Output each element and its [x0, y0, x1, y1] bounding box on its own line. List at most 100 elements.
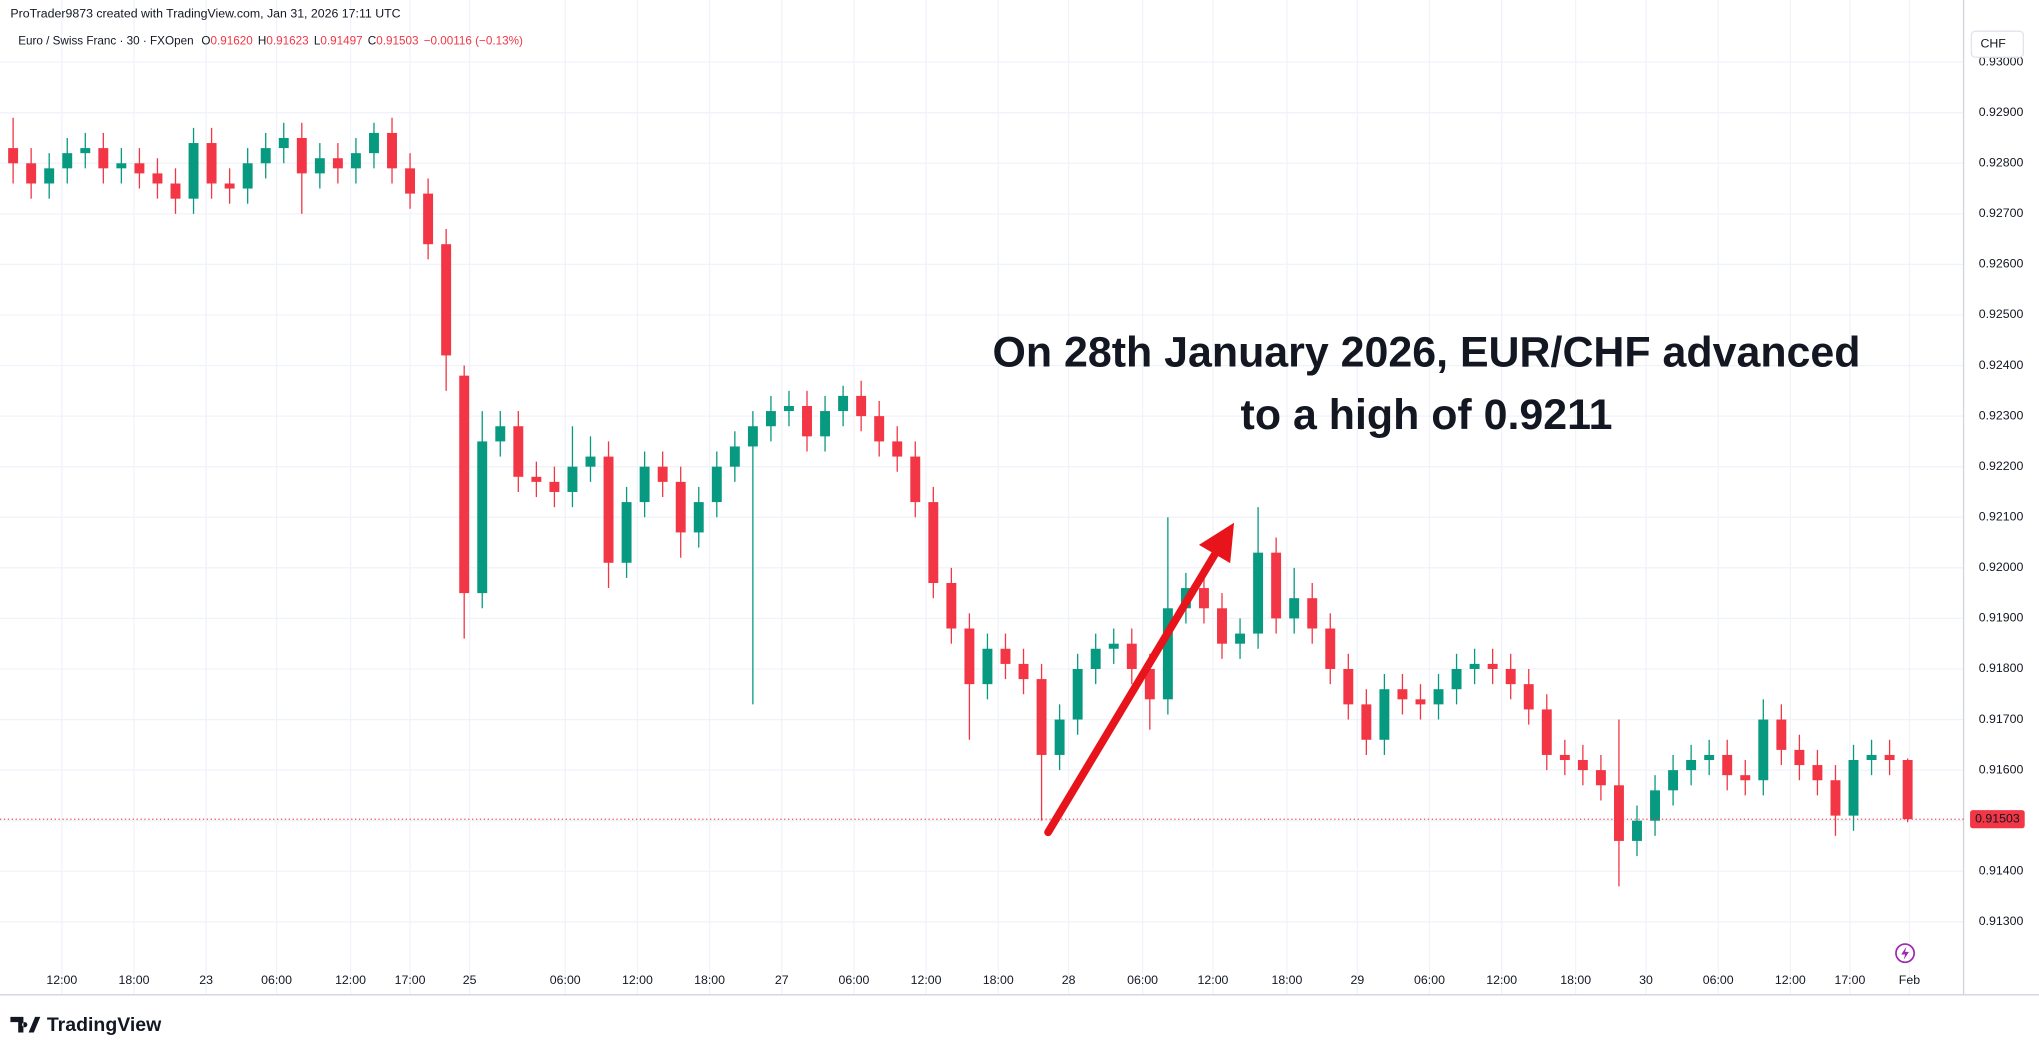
candle-body: [657, 466, 668, 482]
icon-circle[interactable]: [1895, 943, 1916, 964]
y-tick-label: 0.91900: [1979, 611, 2024, 625]
candle-body: [567, 466, 578, 492]
candle-body: [8, 148, 19, 164]
x-tick-label: 12:00: [1775, 973, 1806, 987]
symbol: Euro / Swiss Franc · 30 · FXOpen: [18, 35, 193, 48]
candle-body: [1217, 608, 1227, 644]
candle-body: [693, 502, 704, 533]
x-tick-label: 06:00: [261, 973, 292, 987]
x-tick-label: 28: [1062, 973, 1076, 987]
y-tick-label: 0.92700: [1979, 206, 2024, 220]
candle-body: [1577, 760, 1588, 771]
currency-box[interactable]: [1970, 30, 2025, 58]
candle-body: [1650, 790, 1661, 821]
logo-text[interactable]: TradingView: [47, 1014, 162, 1036]
y-tick-label: 0.93000: [1979, 54, 2024, 68]
last-price-box: [1970, 810, 2025, 829]
y-tick-label: 0.92900: [1979, 105, 2024, 119]
y-tick-label: 0.92300: [1979, 408, 2024, 422]
ohlc-key: C: [368, 35, 376, 48]
candle-body: [98, 148, 109, 169]
logo-mark[interactable]: [10, 1016, 41, 1033]
candle-body: [1433, 689, 1444, 705]
candle-body: [874, 416, 885, 442]
candle-body: [1415, 699, 1426, 705]
ohlc-key: L: [314, 35, 321, 48]
annotation-line: On 28th January 2026, EUR/CHF advanced: [993, 328, 1861, 376]
y-tick-label: 0.92600: [1979, 257, 2024, 271]
candle-body: [332, 158, 343, 169]
candle-body: [1902, 760, 1913, 820]
candle-body: [134, 163, 145, 174]
candle-body: [946, 583, 957, 629]
candle-body: [441, 244, 452, 356]
candle-body: [802, 406, 812, 437]
candle-body: [477, 441, 488, 594]
x-tick-label: 18:00: [1560, 973, 1591, 987]
x-tick-label: 06:00: [550, 973, 581, 987]
candle-body: [369, 132, 379, 154]
candle-body: [910, 456, 921, 503]
candle-body: [26, 163, 37, 184]
candle-body: [1271, 552, 1282, 619]
annotation: On 28th January 2026, EUR/CHF advanced t…: [993, 328, 1861, 837]
candle-body: [1866, 754, 1877, 761]
candle-body: [1487, 663, 1498, 669]
y-tick-label: 0.92100: [1979, 510, 2024, 524]
candle-body: [80, 148, 91, 154]
candle-body: [152, 173, 163, 184]
candle-body: [405, 168, 416, 194]
candle-body: [838, 395, 849, 412]
candle-body: [1884, 754, 1895, 761]
candle-body: [1740, 775, 1751, 781]
currency[interactable]: CHF: [1980, 36, 2006, 50]
candle-body: [639, 466, 650, 503]
candle-body: [1108, 643, 1119, 649]
ohlc-value: 0.91497: [320, 35, 362, 48]
candle-body: [206, 143, 217, 184]
logo[interactable]: TradingView: [10, 1014, 162, 1036]
candle-body: [784, 406, 794, 412]
candle-body: [585, 456, 596, 467]
candle-body: [1559, 754, 1570, 761]
candle-body: [1126, 643, 1137, 669]
x-tick-label: 12:00: [1198, 973, 1229, 987]
candle-body: [260, 148, 271, 164]
candle-body: [675, 481, 686, 533]
x-tick-label: 18:00: [1272, 973, 1303, 987]
credit: ProTrader9873 created with TradingView.c…: [10, 7, 400, 21]
candle-body: [1235, 633, 1246, 644]
candle-body: [1812, 765, 1823, 781]
icon-bolt[interactable]: [1901, 946, 1909, 960]
candle-body: [1000, 648, 1011, 664]
x-tick-label: 06:00: [838, 973, 869, 987]
x-tick-label: 17:00: [1834, 973, 1865, 987]
y-tick-label: 0.91700: [1979, 712, 2024, 726]
candle-body: [820, 411, 831, 437]
candle-body: [188, 143, 199, 199]
candle-body: [729, 446, 740, 467]
arrow-head: [1198, 522, 1235, 564]
ohlc-value: 0.91503: [376, 35, 418, 48]
y-tick-label: 0.92800: [1979, 156, 2024, 170]
x-tick-label: 18:00: [694, 973, 725, 987]
annotation-line: to a high of 0.9211: [1241, 391, 1613, 439]
x-tick-label: 18:00: [119, 973, 150, 987]
candle-body: [1361, 704, 1372, 740]
candle-body: [549, 481, 560, 492]
y-tick-label: 0.92400: [1979, 358, 2024, 372]
arrow-shaft: [1044, 542, 1224, 837]
x-tick-label: 23: [199, 973, 213, 987]
y-tick-label: 0.91300: [1979, 914, 2024, 928]
candle-body: [1343, 668, 1354, 705]
candle-body: [1144, 668, 1155, 700]
candle-body: [1830, 780, 1841, 816]
candle-body: [1162, 608, 1173, 700]
candle-body: [1036, 679, 1047, 755]
x-tick-label: 12:00: [335, 973, 366, 987]
y-tick-label: 0.92000: [1979, 560, 2024, 574]
candle-body: [224, 183, 235, 189]
candle-body: [1776, 719, 1787, 750]
replay-icon[interactable]: [1895, 943, 1916, 964]
